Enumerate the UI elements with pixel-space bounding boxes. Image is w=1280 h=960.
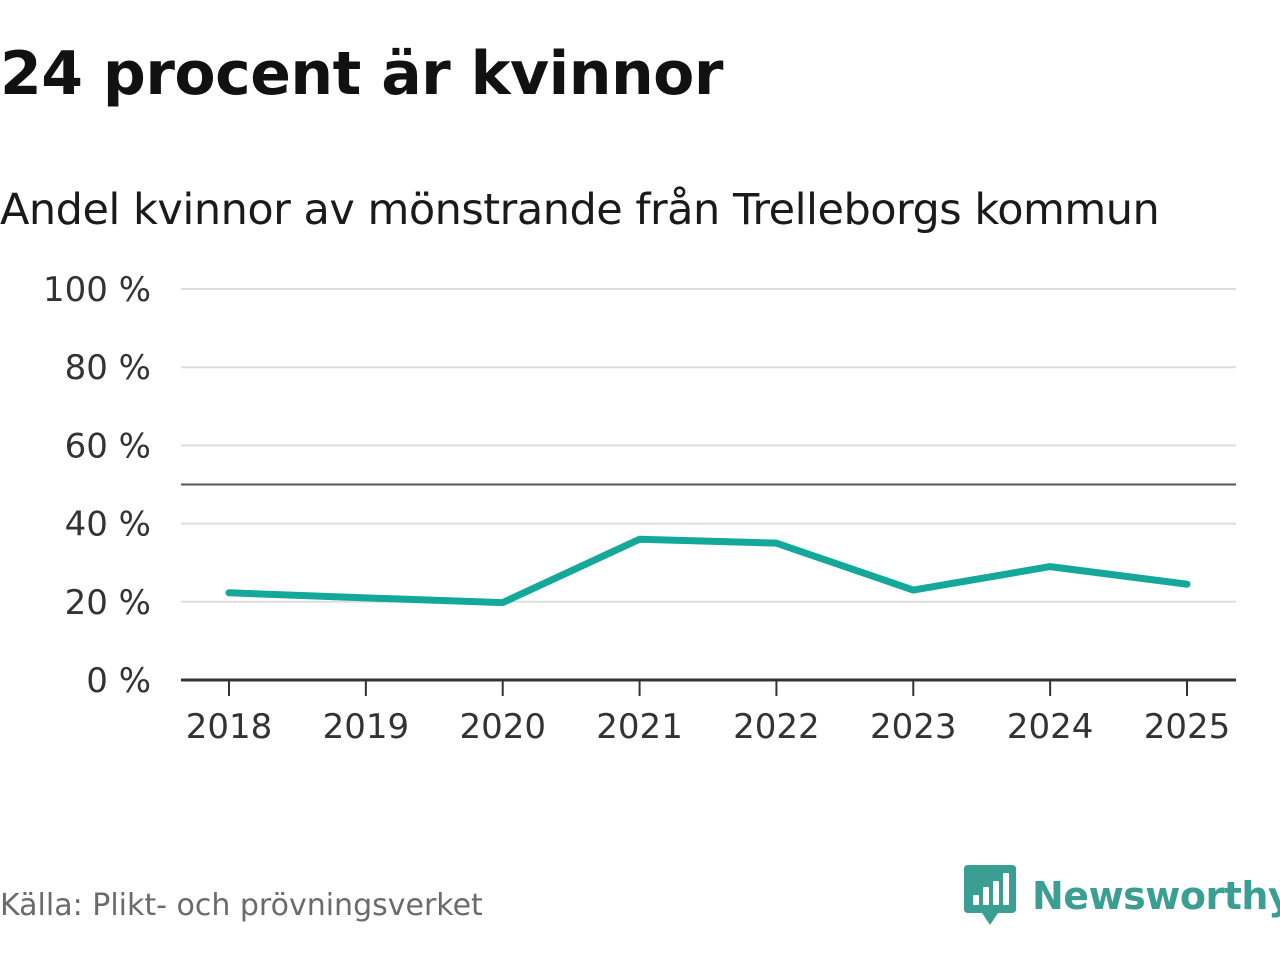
- series-group: [225, 535, 1191, 607]
- x-tick-label: 2018: [186, 707, 273, 747]
- x-tick-label: 2021: [596, 707, 683, 747]
- series-line: [225, 535, 1191, 607]
- source-note: Källa: Plikt- och prövningsverket: [0, 888, 483, 923]
- y-tick-label: 20 %: [65, 583, 151, 623]
- x-tick-label: 2022: [733, 707, 820, 747]
- x-tick-label: 2025: [1144, 707, 1231, 747]
- x-tick-label: 2024: [1007, 707, 1094, 747]
- y-tick-label: 40 %: [65, 505, 151, 545]
- x-axis-ticks: 2018 2019 2020 2021 2022 2023 2024 2025: [186, 680, 1231, 747]
- y-tick-label: 0 %: [86, 661, 151, 701]
- x-tick-label: 2020: [459, 707, 546, 747]
- x-tick-label: 2023: [870, 707, 957, 747]
- brand-name: Newsworthy: [1032, 874, 1280, 918]
- y-axis-ticks: 0 % 20 % 40 % 60 % 80 % 100 %: [43, 270, 151, 701]
- y-tick-label: 60 %: [65, 426, 151, 466]
- y-tick-label: 100 %: [43, 270, 151, 310]
- chart-title: 24 procent är kvinnor: [0, 39, 723, 109]
- newsworthy-logo-icon: [964, 865, 1016, 925]
- gridlines: [181, 288, 1236, 603]
- brand: Newsworthy: [964, 864, 1280, 928]
- y-tick-label: 80 %: [65, 348, 151, 388]
- x-tick-label: 2019: [323, 707, 410, 747]
- chart-subtitle: Andel kvinnor av mönstrande från Trelleb…: [0, 185, 1160, 235]
